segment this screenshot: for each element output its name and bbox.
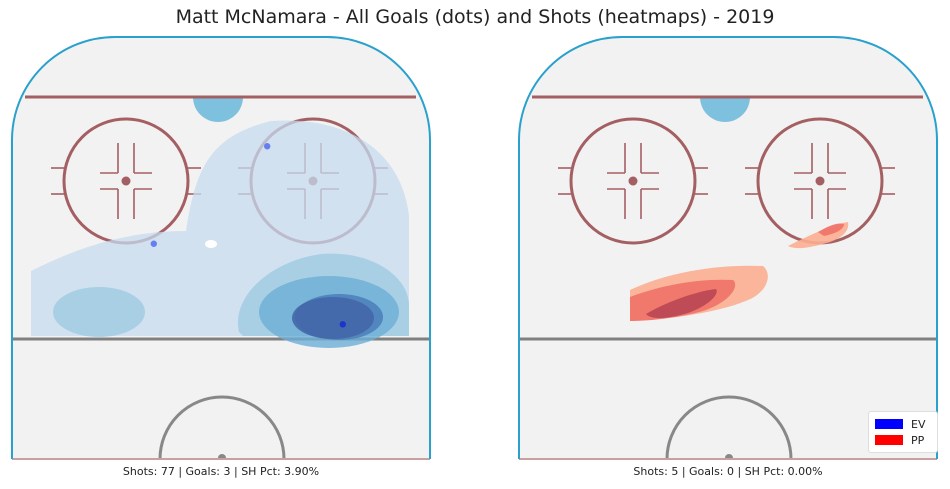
ev-goal-dots [150,143,346,328]
legend-swatch-ev [875,419,903,429]
pp-density-level-2b [818,223,844,236]
ev-goal-crease [193,97,243,122]
pp-boards [518,36,938,459]
rink-ev-panel [11,36,431,460]
ev-density-level-2a [53,287,145,337]
pp-faceoff-left-dot [628,176,638,186]
pp-density-level-3 [646,289,717,319]
ev-density-hole [205,240,217,248]
ev-shot-heatmap [31,120,409,348]
ev-panel-caption: Shots: 77 | Goals: 3 | SH Pct: 3.90% [122,465,320,478]
legend-entry-ev: EV [875,417,925,431]
legend-swatch-pp [875,435,903,445]
rink-pp-base [518,36,938,460]
rink-pp-panel [518,36,938,460]
legend-label-pp: PP [911,433,925,447]
pp-shot-heatmap [630,222,849,321]
ev-goal-dot [150,240,157,247]
pp-panel-caption: Shots: 5 | Goals: 0 | SH Pct: 0.00% [633,465,823,478]
ev-faceoff-left-dot [121,176,131,186]
legend-entry-pp: PP [875,433,924,447]
legend-label-ev: EV [911,417,926,431]
pp-faceoff-left-circle [569,117,697,245]
ev-center-circle [158,395,286,460]
ev-goal-dot [264,143,271,150]
ev-boards [11,36,431,459]
pp-goal-crease [700,97,750,122]
pp-faceoff-right-dot [815,176,825,186]
chart-title: Matt McNamara - All Goals (dots) and Sho… [175,6,775,28]
chart-legend: EV PP [868,411,938,453]
ev-goal-dot [339,321,346,328]
ev-density-level-5 [292,297,374,339]
pp-rink-surface [519,37,937,459]
pp-center-circle [665,395,793,460]
